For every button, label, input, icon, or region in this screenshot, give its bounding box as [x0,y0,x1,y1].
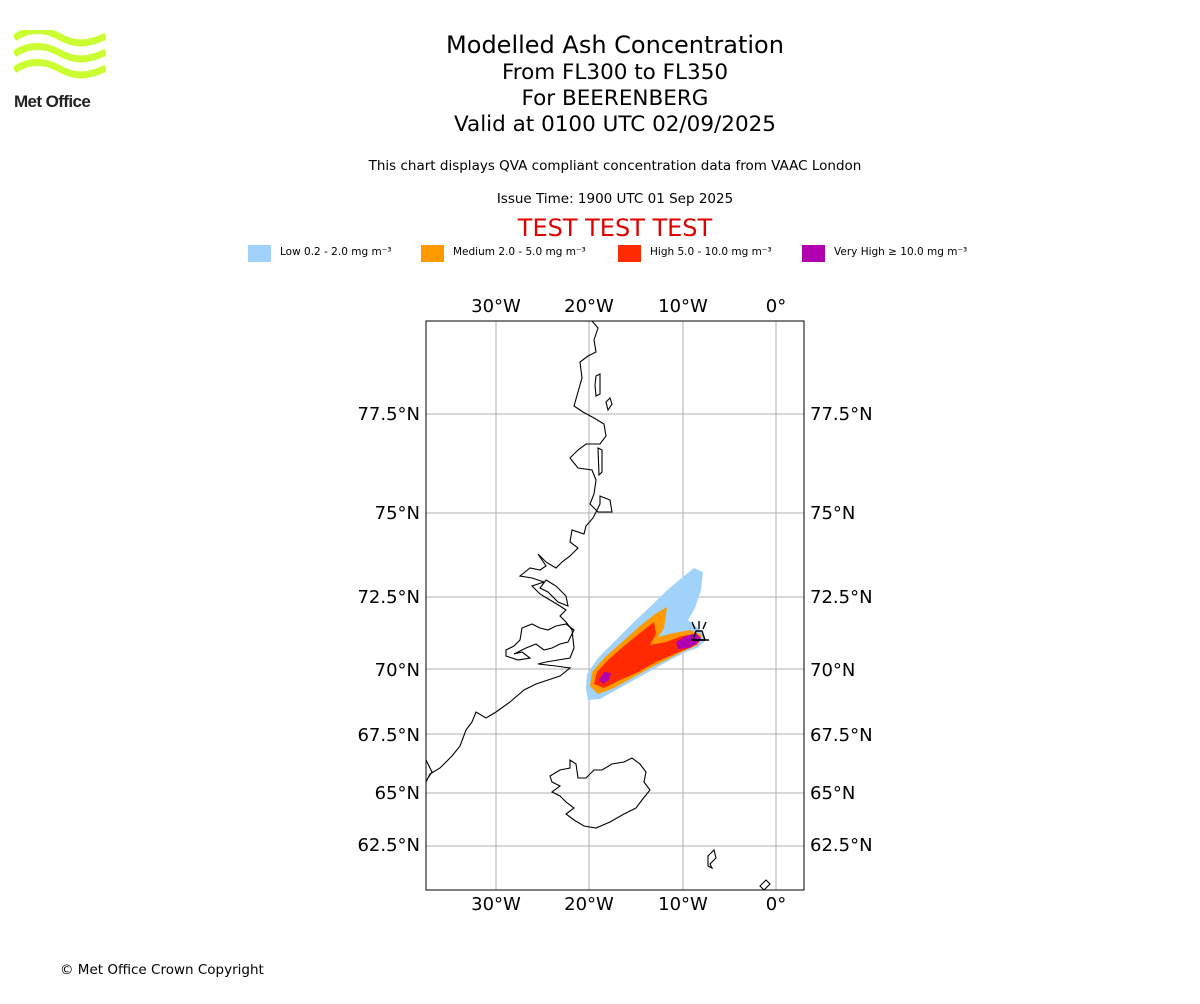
volcano-icon [691,621,709,641]
lat-left-label-62-5n: 62.5°N [357,835,420,856]
graticule [426,321,804,890]
lat-right-label-62-5n: 62.5°N [810,835,873,856]
map-frame [425,320,805,891]
chart-title-block: Modelled Ash Concentration From FL300 to… [0,30,1200,138]
ash-very-high-region-north [676,633,701,649]
greenland-inlet [539,579,569,607]
greenland-southwest-coast [426,759,433,779]
lon-bottom-label-10w: 10°W [658,894,708,915]
legend-swatch-very-high [802,245,825,262]
copyright-notice: © Met Office Crown Copyright [60,962,264,978]
flight-levels: From FL300 to FL350 [501,60,729,85]
lat-right-label-67-5n: 67.5°N [810,725,873,746]
coastlines [426,321,771,890]
lat-left-label-75n: 75°N [375,503,420,524]
valid-time: Valid at 0100 UTC 02/09/2025 [453,112,776,137]
lon-top-label-0: 0° [766,296,786,317]
iceland-coastline [549,757,651,829]
chart-title: Modelled Ash Concentration [446,31,784,59]
legend-swatch-medium [421,245,444,262]
legend-swatch-low [248,245,271,262]
island-north-1 [594,373,601,397]
island-north-2 [605,396,613,412]
lon-bottom-label-30w: 30°W [471,894,521,915]
compliance-note: This chart displays QVA compliant concen… [368,158,862,174]
lat-left-label-67-5n: 67.5°N [357,725,420,746]
legend-label-medium: Medium 2.0 - 5.0 mg m⁻³ [453,246,586,258]
volcano-name: For BEERENBERG [521,86,709,111]
faroe-islands [707,848,717,870]
island-north-3 [597,447,603,477]
legend-label-very-high: Very High ≥ 10.0 mg m⁻³ [834,246,968,258]
ash-very-high-region-south [599,672,611,684]
lat-left-label-65n: 65°N [375,783,420,804]
test-banner: TEST TEST TEST [517,214,713,242]
lat-left-label-77-5n: 77.5°N [357,404,420,425]
ash-high-region [594,622,700,688]
lat-left-label-72-5n: 72.5°N [357,587,420,608]
lon-top-label-30w: 30°W [471,296,521,317]
lat-right-label-72-5n: 72.5°N [810,587,873,608]
lon-bottom-label-20w: 20°W [564,894,614,915]
met-office-logo-text: Met Office [14,92,91,111]
lat-right-label-77-5n: 77.5°N [810,404,873,425]
lat-right-label-65n: 65°N [810,783,855,804]
legend-label-low: Low 0.2 - 2.0 mg m⁻³ [280,246,392,258]
issue-time: Issue Time: 1900 UTC 01 Sep 2025 [496,191,734,207]
shetland-islands [759,879,771,890]
lat-right-label-70n: 70°N [810,660,855,681]
legend-swatch-high [618,245,641,262]
lon-bottom-label-0: 0° [766,894,786,915]
met-office-logo: Met Office [14,30,106,112]
lat-left-label-70n: 70°N [375,660,420,681]
lon-top-label-20w: 20°W [564,296,614,317]
greenland-coastline [426,321,613,783]
met-office-waves-icon [14,30,106,79]
legend-label-high: High 5.0 - 10.0 mg m⁻³ [650,246,772,258]
lat-right-label-75n: 75°N [810,503,855,524]
greenland-fjord-scoresby [505,623,575,661]
lon-top-label-10w: 10°W [658,296,708,317]
